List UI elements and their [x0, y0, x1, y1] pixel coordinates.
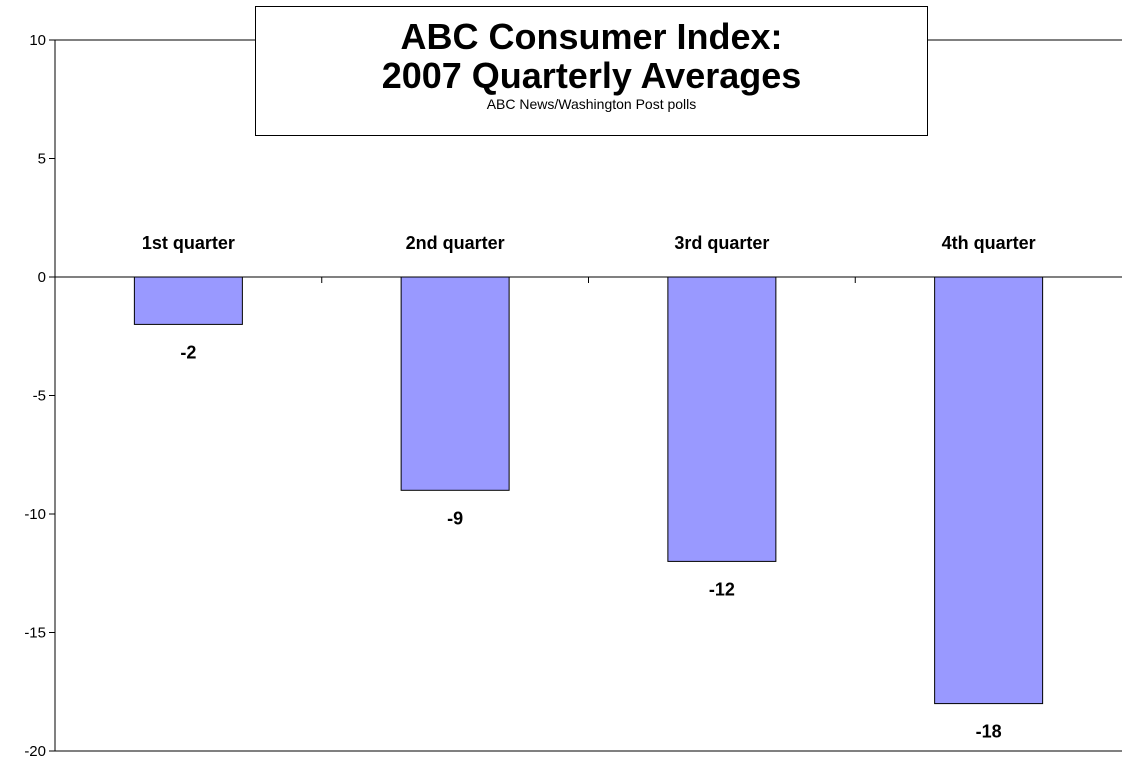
y-tick-label: -20	[24, 743, 46, 759]
y-tick-label: 10	[29, 32, 46, 49]
bar-4	[934, 276, 1044, 705]
category-label-4: 4th quarter	[942, 233, 1036, 253]
data-label-1: -2	[180, 342, 196, 362]
y-tick-label: -10	[24, 506, 46, 523]
data-label-3: -12	[709, 579, 735, 599]
chart-title-line-2: 2007 Quarterly Averages	[381, 55, 802, 96]
labels: 1st quarter -2 2nd quarter -9 3rd quarter -12…	[142, 233, 1036, 742]
chart-title-line-1: ABC Consumer Index:	[400, 16, 783, 57]
y-tick-label: -5	[33, 388, 46, 405]
y-tick-label: -15	[24, 625, 46, 642]
data-label-2: -9	[447, 508, 463, 528]
bars	[133, 276, 1044, 705]
bar-2	[400, 276, 510, 491]
chart-subtitle: ABC News/Washington Post polls	[486, 96, 697, 112]
chart-title-box: ABC Consumer Index: 2007 Quarterly Avera…	[255, 6, 928, 136]
y-tick-label: 5	[38, 151, 46, 168]
bar-1	[133, 276, 243, 325]
category-label-3: 3rd quarter	[674, 233, 769, 253]
data-label-4: -18	[976, 722, 1002, 742]
y-tick-label: 0	[38, 269, 46, 286]
category-label-2: 2nd quarter	[406, 233, 505, 253]
category-label-1: 1st quarter	[142, 233, 235, 253]
bar-3	[667, 276, 777, 562]
